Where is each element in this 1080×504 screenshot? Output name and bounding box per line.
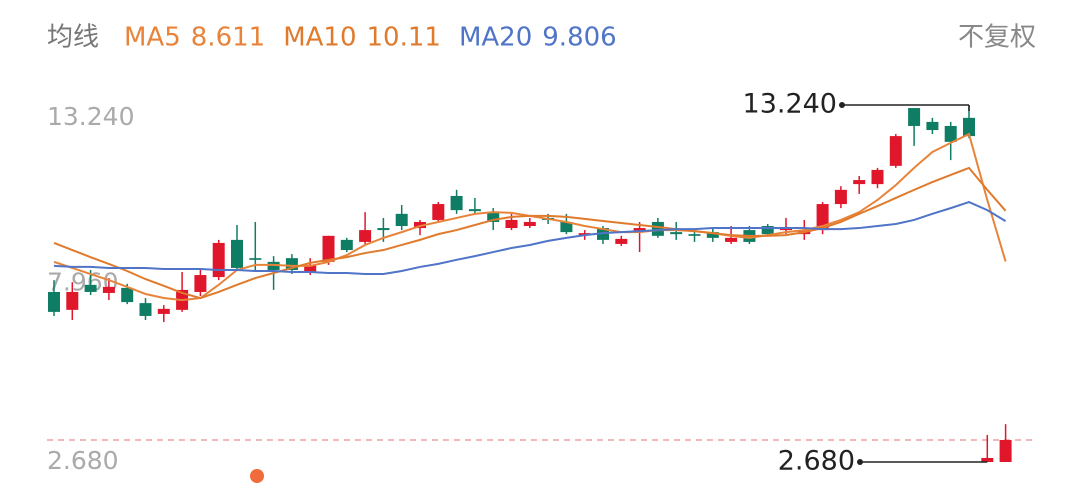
legend-value: 9.806: [542, 23, 616, 53]
legend-name: MA10: [283, 23, 356, 53]
candle-body: [926, 121, 939, 131]
candle-body: [304, 264, 317, 273]
marker-dot: [857, 459, 863, 465]
candle-body: [780, 228, 792, 231]
candle-body: [981, 457, 994, 462]
candle-body: [505, 219, 518, 229]
candle-body: [651, 221, 664, 236]
candle-body: [395, 213, 408, 227]
legend-name: MA20: [459, 23, 532, 53]
candle-body: [688, 234, 701, 236]
candle-body: [377, 228, 390, 231]
candle-body: [468, 209, 481, 212]
y-tick-label: 2.680: [47, 446, 119, 475]
candle-body: [84, 284, 97, 292]
candle-body: [834, 189, 847, 205]
candle-body: [322, 235, 335, 262]
candle-body: [761, 226, 774, 235]
candle-body: [157, 308, 170, 314]
candle-body: [944, 125, 957, 142]
candle-body: [908, 108, 921, 126]
candle-body: [725, 237, 738, 242]
legend-value: 8.611: [191, 23, 265, 53]
candle-body: [889, 136, 902, 166]
candle-body: [212, 242, 225, 278]
candle-body: [102, 286, 115, 293]
candle-body: [523, 221, 536, 227]
candle-body: [816, 204, 829, 231]
candle-body: [487, 212, 500, 222]
legend-value: 10.11: [367, 23, 441, 53]
candle-body: [121, 287, 134, 303]
candle-body: [670, 232, 683, 235]
marker-dot: [839, 102, 845, 108]
candle-body: [285, 258, 298, 270]
candle-body: [249, 258, 262, 260]
candle-body: [432, 204, 445, 220]
candle-body: [633, 228, 646, 233]
ma-line: [53, 166, 1007, 300]
candle-body: [340, 239, 353, 251]
candle-body: [48, 291, 60, 312]
adjust-label[interactable]: 不复权: [958, 23, 1036, 53]
marker-label: 2.680: [778, 446, 855, 477]
ma-line: [53, 200, 1007, 276]
candle-body: [267, 261, 280, 270]
candle-body: [615, 238, 628, 244]
candle-body: [706, 232, 719, 238]
candle-body: [139, 303, 152, 316]
indicator-label: 均线: [47, 23, 99, 53]
candle-body: [66, 291, 79, 310]
marker-label: 13.240: [743, 89, 837, 120]
candle-body: [560, 221, 573, 233]
legend-name: MA5: [124, 23, 181, 53]
candle-body: [450, 195, 463, 211]
candle-body: [853, 180, 866, 185]
candle-body: [194, 275, 207, 292]
candle-body: [963, 117, 975, 137]
candle-body: [578, 233, 591, 236]
candle-body: [999, 440, 1012, 462]
candle-body: [359, 230, 372, 242]
y-tick-label: 13.240: [47, 102, 134, 131]
candle-body: [871, 169, 884, 185]
candle-body: [231, 239, 243, 268]
indicator-dot: [250, 469, 264, 483]
